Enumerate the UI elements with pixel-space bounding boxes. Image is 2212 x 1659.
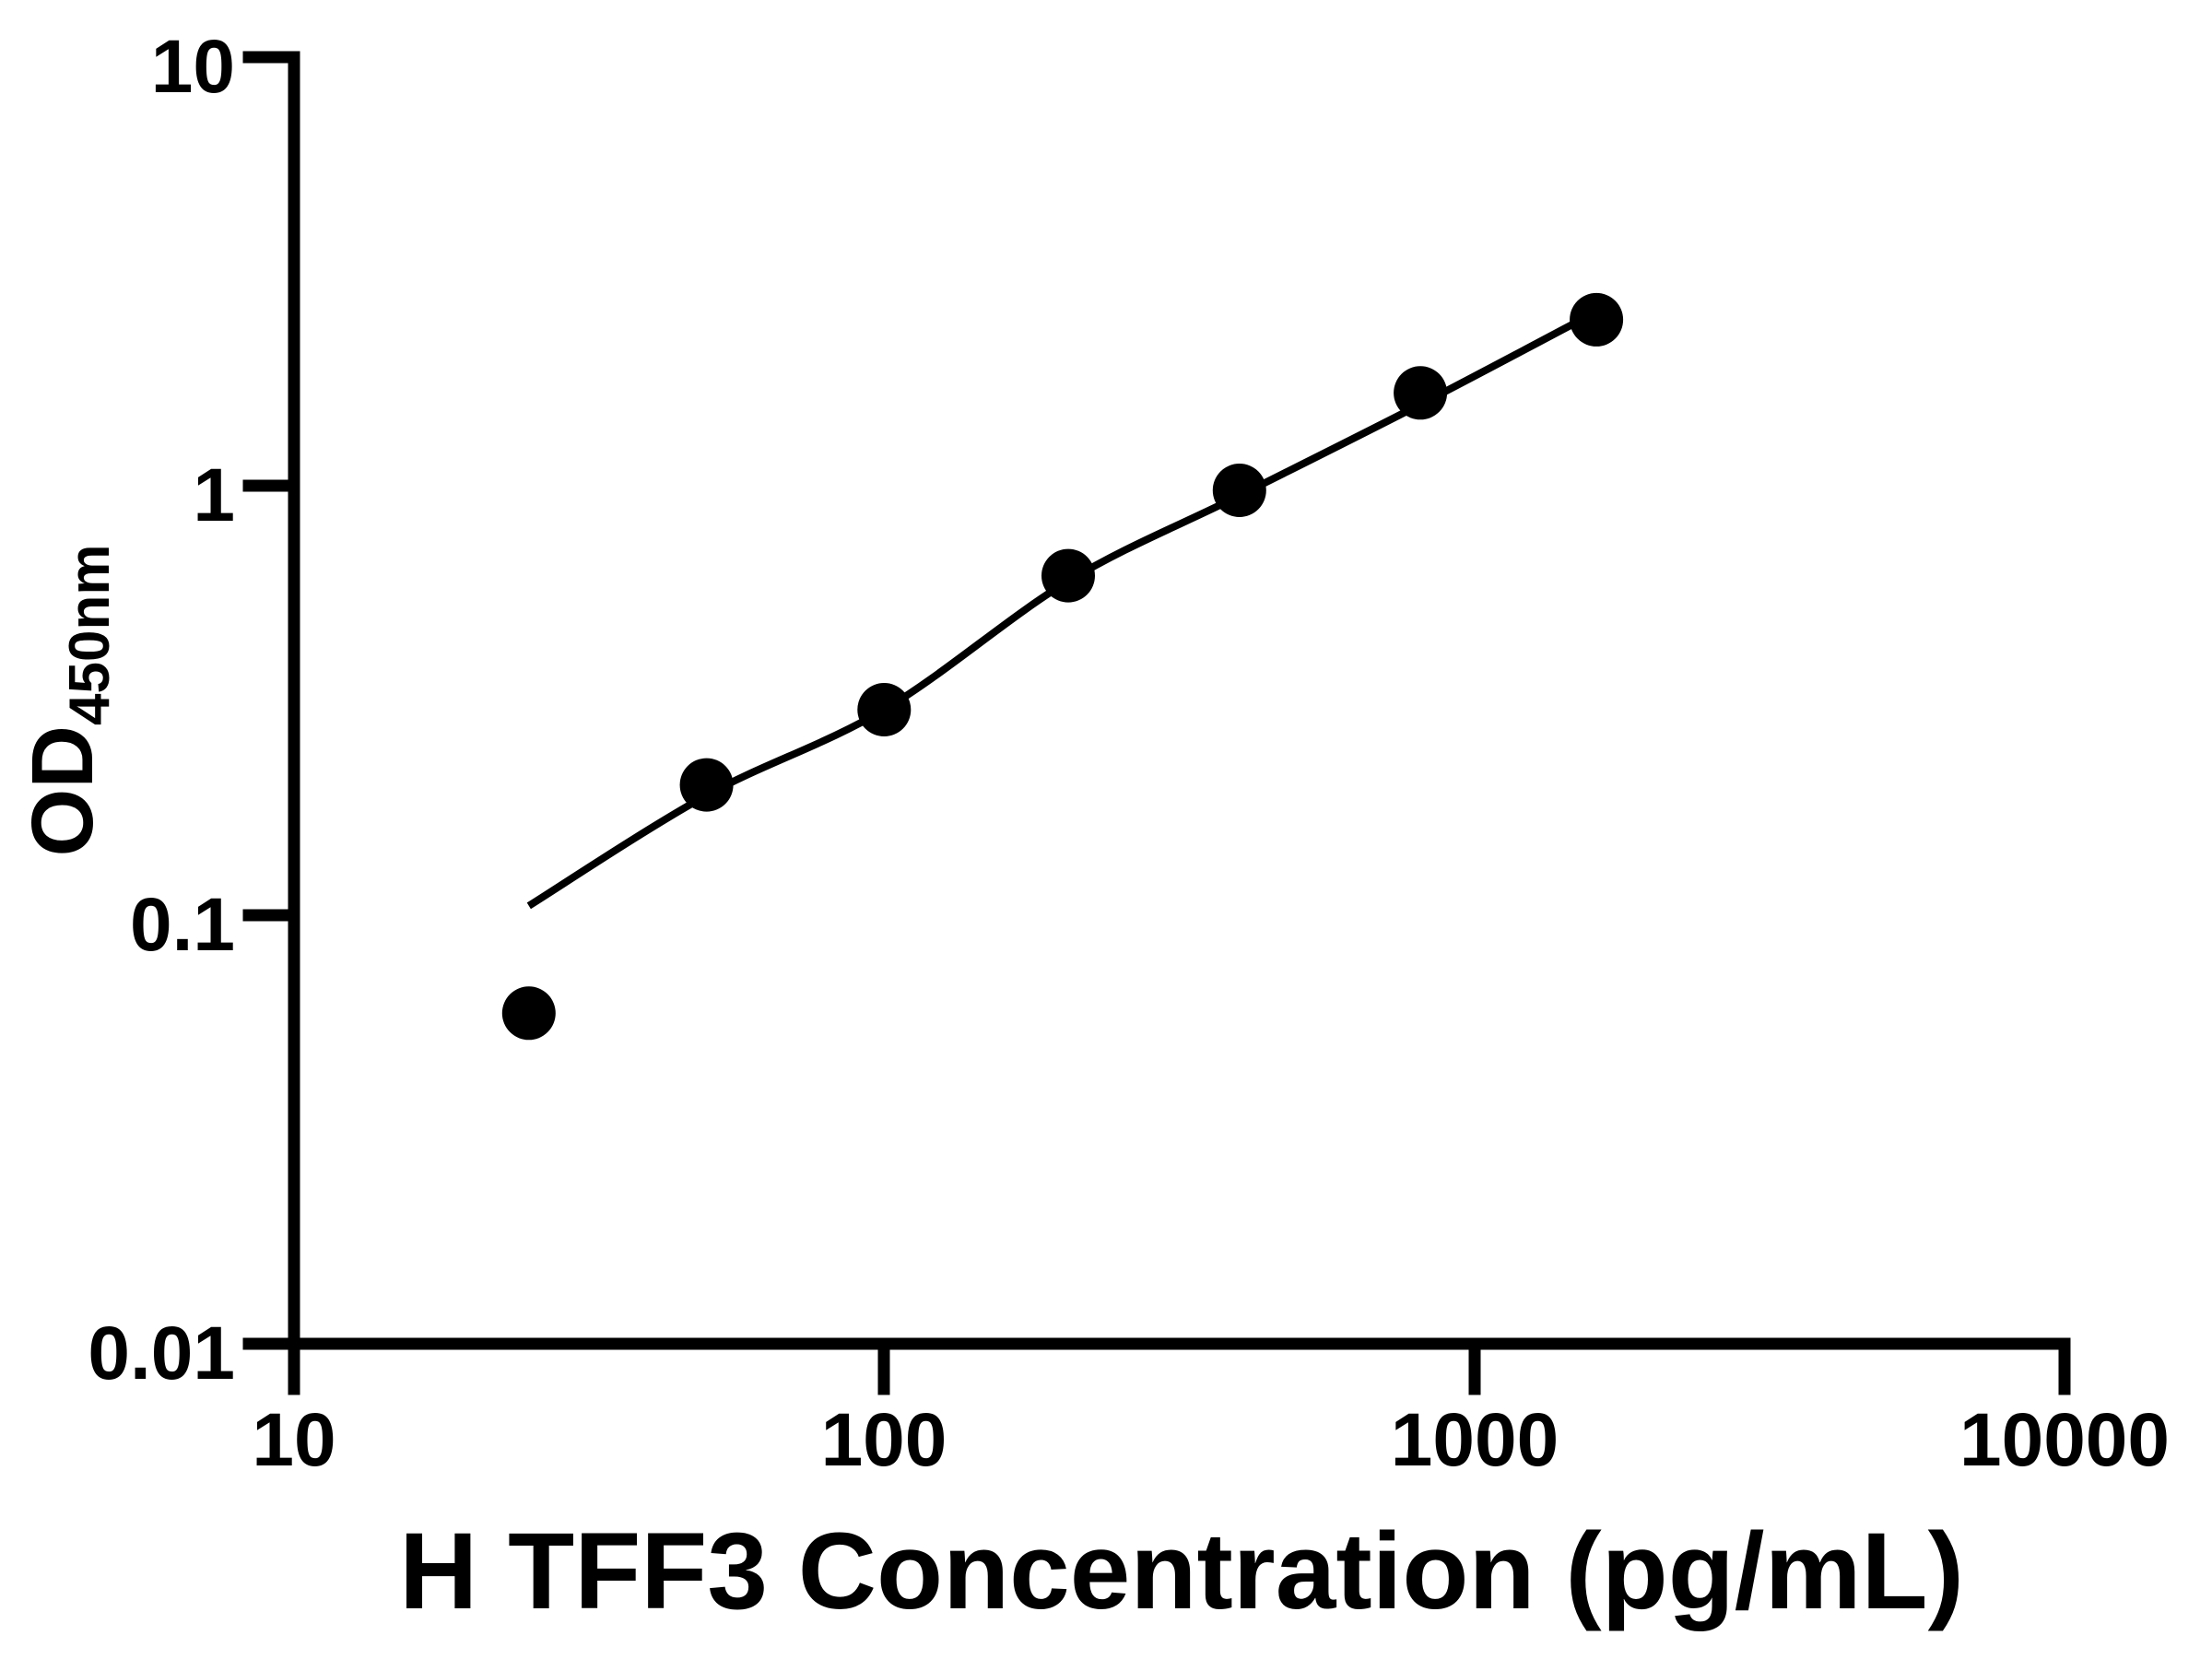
svg-text:10: 10: [252, 1398, 335, 1482]
svg-text:100: 100: [821, 1398, 947, 1482]
svg-text:0.1: 0.1: [130, 883, 235, 967]
svg-text:10000: 10000: [1959, 1398, 2170, 1482]
svg-text:1: 1: [193, 453, 235, 537]
svg-text:1000: 1000: [1391, 1398, 1559, 1482]
svg-text:10: 10: [151, 25, 235, 109]
svg-text:H TFF3 Concentration (pg/mL): H TFF3 Concentration (pg/mL): [399, 1511, 1964, 1632]
svg-text:0.01: 0.01: [88, 1312, 235, 1395]
